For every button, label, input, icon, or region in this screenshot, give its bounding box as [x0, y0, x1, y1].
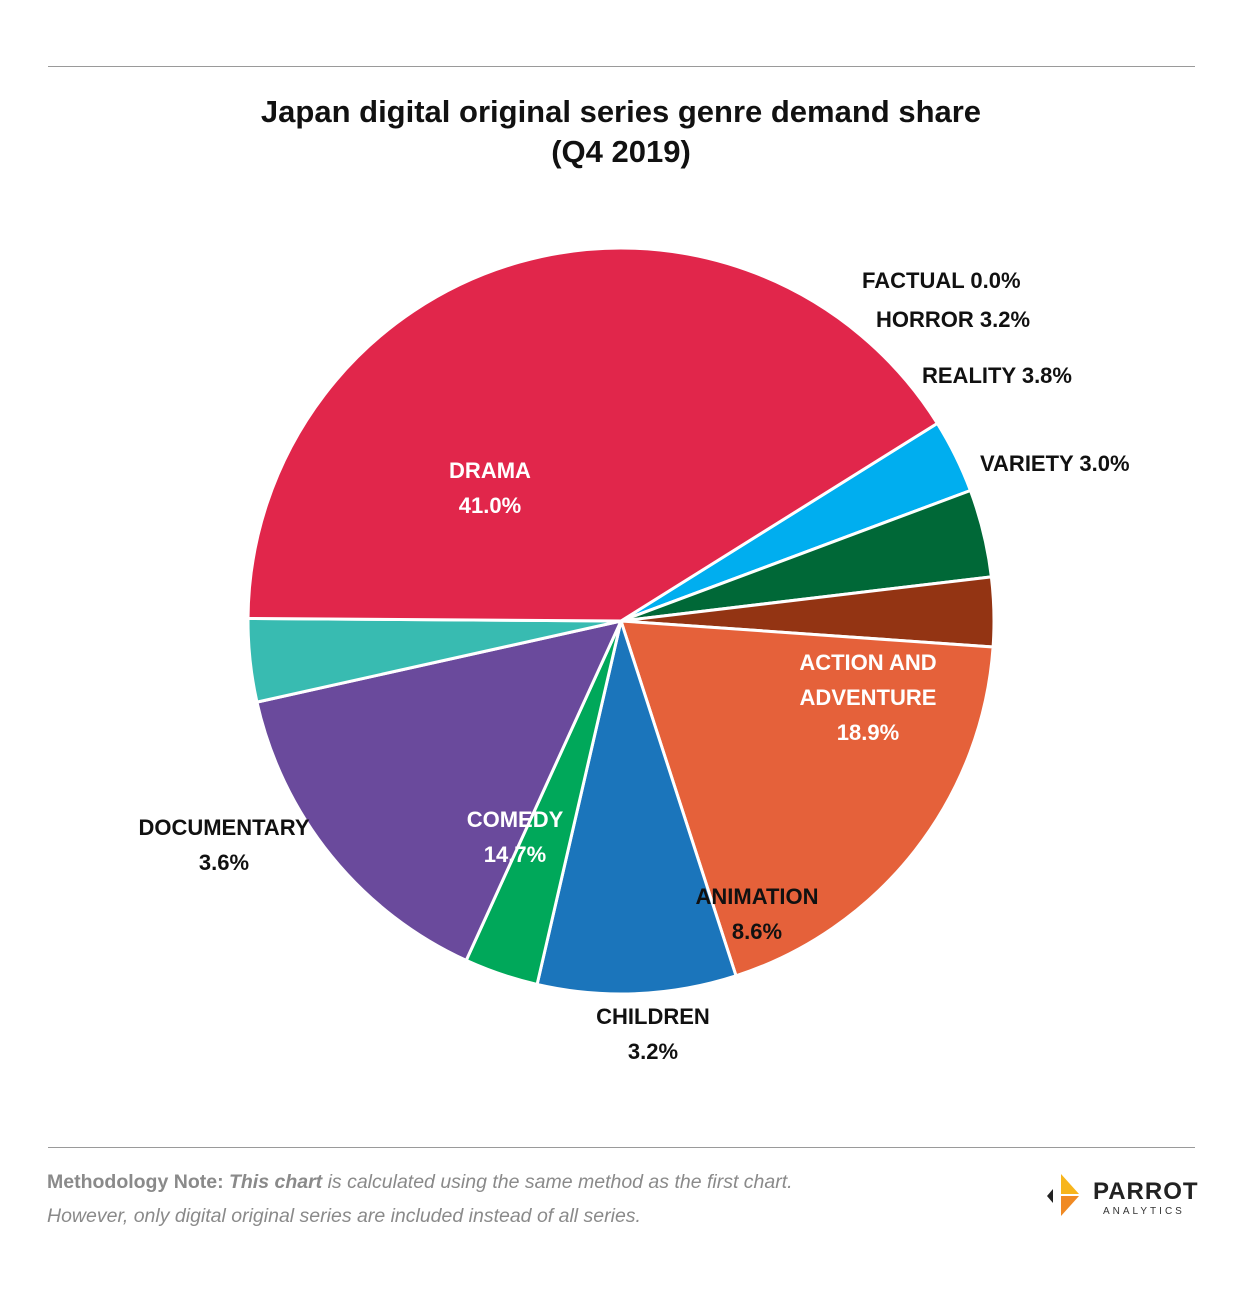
methodology-note-emphasis: This chart [228, 1171, 323, 1193]
pie-label-comedy: COMEDY 14.7% [467, 807, 564, 867]
pie-label-factual: FACTUAL 0.0% [862, 268, 1021, 293]
pie-label-children: CHILDREN 3.2% [596, 1004, 710, 1064]
pie-label-reality: REALITY 3.8% [922, 363, 1072, 388]
chart-title: Japan digital original series genre dema… [0, 92, 1242, 172]
pie-slice-action-and-adventure [619, 619, 995, 978]
pie-label-animation: ANIMATION 8.6% [695, 884, 818, 944]
logo-wordmark: PARROT [1093, 1178, 1199, 1205]
pie-label-horror: HORROR 3.2% [876, 307, 1030, 332]
logo-subtitle: ANALYTICS [1103, 1206, 1185, 1217]
bottom-divider [48, 1147, 1195, 1148]
pie-label-drama: DRAMA 41.0% [449, 458, 531, 518]
parrot-logo-icon [1047, 1174, 1079, 1216]
methodology-note-rest: is calculated using the same method as t… [322, 1171, 793, 1193]
methodology-note-line-1: Methodology Note: This chart is calculat… [47, 1165, 1007, 1199]
methodology-note-prefix: Methodology Note: [47, 1171, 229, 1193]
pie-slice-animation [535, 619, 738, 996]
chart-title-line-1: Japan digital original series genre dema… [260, 94, 982, 129]
pie-chart: FACTUAL 0.0% HORROR 3.2% REALITY 3.8% VARIE… [138, 246, 1130, 1064]
pie-label-documentary: DOCUMENTARY 3.6% [138, 815, 309, 875]
pie-slice-comedy [255, 619, 623, 962]
methodology-note: Methodology Note: This chart is calculat… [47, 1165, 1007, 1233]
parrot-analytics-logo: PARROT ANALYTICS [1043, 1172, 1203, 1222]
methodology-note-line-2: However, only digital original series ar… [47, 1205, 641, 1227]
top-divider [48, 66, 1195, 67]
pie-label-action-and-adventure: ACTION AND ADVENTURE 18.9% [799, 650, 936, 745]
pie-label-variety: VARIETY 3.0% [980, 451, 1130, 476]
pie-slice-drama [246, 246, 939, 623]
pie-labels: FACTUAL 0.0% HORROR 3.2% REALITY 3.8% VARIE… [138, 268, 1129, 1064]
pie-slices [246, 246, 996, 996]
chart-title-line-2: (Q4 2019) [551, 134, 691, 169]
